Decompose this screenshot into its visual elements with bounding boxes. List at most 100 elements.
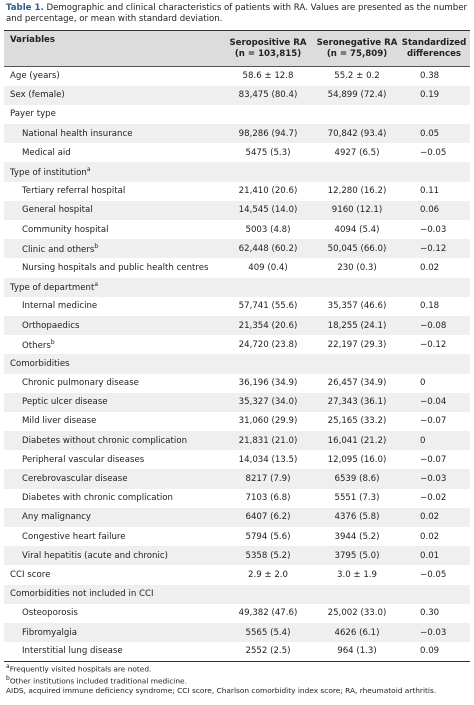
table-row: Osteoporosis 49,382 (47.6) 25,002 (33.0) 0.… xyxy=(4,604,470,623)
value-cell: 2.9 ± 2.0 xyxy=(248,569,288,580)
label-text: Any malignancy xyxy=(22,512,91,523)
table-row: Orthopaedics 21,354 (20.6) 18,255 (24.1) −0… xyxy=(4,315,470,336)
row-label: Nursing hospitals and public health cent… xyxy=(4,258,220,277)
value-cell: 4094 (5.4) xyxy=(334,224,380,235)
row-label: Orthopaedics xyxy=(4,316,220,335)
header-text: Seronegative RA xyxy=(316,38,398,48)
row-label: Osteoporosis xyxy=(4,604,220,623)
std-diff-cell: 0.02 xyxy=(420,262,440,273)
table-row: CCI score 2.9 ± 2.0 3.0 ± 1.9 −0.05 xyxy=(4,565,470,584)
section-label: Payer type xyxy=(4,105,470,124)
std-diff-cell: 0 xyxy=(420,378,426,389)
value-cell: 409 (0.4) xyxy=(248,262,288,273)
value-cell: 57,741 (55.6) xyxy=(238,301,298,312)
value-cell: 83,475 (80.4) xyxy=(238,90,298,101)
value-cell: 12,095 (16.0) xyxy=(327,454,387,465)
value-cell: 36,196 (34.9) xyxy=(238,378,298,389)
header-text: (n = 103,815) xyxy=(234,48,302,59)
footnote: aFrequently visited hospitals are noted. xyxy=(6,662,468,674)
row-label: Tertiary referral hospital xyxy=(4,182,220,201)
table-row: Community hospital 5003 (4.8) 4094 (5.4) −0… xyxy=(4,220,470,239)
row-label: Viral hepatitis (acute and chronic) xyxy=(4,546,220,565)
std-diff-cell: −0.03 xyxy=(420,627,447,638)
label-text: Age (years) xyxy=(10,71,60,82)
std-diff-cell: 0.38 xyxy=(420,71,440,82)
std-diff-cell: 0.01 xyxy=(420,550,440,561)
value-cell: 25,165 (33.2) xyxy=(327,416,387,427)
row-label: Medical aid xyxy=(4,143,220,162)
label-text: Nursing hospitals and public health cent… xyxy=(22,262,209,273)
label-text: Clinic and others xyxy=(22,244,95,255)
label-text: Diabetes with chronic complication xyxy=(22,493,173,504)
row-label: Internal medicine xyxy=(4,297,220,316)
row-label: Othersb xyxy=(4,335,220,354)
table-row: Interstitial lung disease 2552 (2.5) 964 (… xyxy=(4,642,470,662)
row-label: Congestive heart failure xyxy=(4,527,220,546)
value-cell: 14,545 (14.0) xyxy=(238,205,298,216)
row-label: General hospital xyxy=(4,201,220,220)
footnote-text: AIDS, acquired immune deficiency syndrom… xyxy=(6,685,437,695)
std-diff-cell: −0.04 xyxy=(420,397,447,408)
table-row: Internal medicine 57,741 (55.6) 35,357 (46… xyxy=(4,297,470,316)
row-label: Cerebrovascular disease xyxy=(4,469,220,488)
value-cell: 24,720 (23.8) xyxy=(238,339,298,350)
section-row: Type of institutiona xyxy=(4,162,470,182)
std-diff-cell: −0.07 xyxy=(420,416,447,427)
table-caption: Table 1. Demographic and clinical charac… xyxy=(6,3,468,25)
row-label: Diabetes without chronic complication xyxy=(4,431,220,450)
row-label: Chronic pulmonary disease xyxy=(4,374,220,393)
table-row: Tertiary referral hospital 21,410 (20.6) 1… xyxy=(4,182,470,201)
table-row: Peripheral vascular diseases 14,034 (13.5… xyxy=(4,450,470,469)
value-cell: 230 (0.3) xyxy=(337,262,377,273)
label-text: Peptic ulcer disease xyxy=(22,397,108,408)
value-cell: 964 (1.3) xyxy=(337,646,377,657)
value-cell: 70,842 (93.4) xyxy=(327,128,387,139)
std-diff-cell: 0.09 xyxy=(420,646,440,657)
row-label: Peptic ulcer disease xyxy=(4,393,220,412)
label-text: Orthopaedics xyxy=(22,320,80,331)
value-cell: 2552 (2.5) xyxy=(245,646,291,657)
table-row: Mild liver disease 31,060 (29.9) 25,165 (3… xyxy=(4,412,470,431)
label-text: Mild liver disease xyxy=(22,416,97,427)
footnote-text: Other institutions included traditional … xyxy=(9,676,187,686)
value-cell: 22,197 (29.3) xyxy=(327,339,387,350)
value-cell: 16,041 (21.2) xyxy=(327,435,387,446)
value-cell: 35,357 (46.6) xyxy=(327,301,387,312)
value-cell: 14,034 (13.5) xyxy=(238,454,298,465)
label-text: Internal medicine xyxy=(22,301,98,312)
std-diff-cell: −0.12 xyxy=(420,243,447,254)
value-cell: 25,002 (33.0) xyxy=(327,608,387,619)
std-diff-cell: 0.02 xyxy=(420,531,440,542)
label-text: National health insurance xyxy=(22,128,133,139)
row-label: Fibromyalgia xyxy=(4,623,220,642)
std-diff-cell: 0.30 xyxy=(420,608,440,619)
section-text: Type of institution xyxy=(10,167,87,178)
table-row: Diabetes without chronic complication 21,… xyxy=(4,431,470,451)
header-text: (n = 75,809) xyxy=(326,48,388,59)
table-row: Congestive heart failure 5794 (5.6) 3944 (… xyxy=(4,527,470,546)
value-cell: 98,286 (94.7) xyxy=(238,128,298,139)
table-row: Cerebrovascular disease 8217 (7.9) 6539 (8… xyxy=(4,469,470,489)
value-cell: 21,354 (20.6) xyxy=(238,320,298,331)
table-body: Age (years) 58.6 ± 12.8 55.2 ± 0.2 0.38 Sex … xyxy=(4,67,470,662)
std-diff-cell: −0.02 xyxy=(420,493,447,504)
std-diff-cell: −0.12 xyxy=(420,339,447,350)
std-diff-cell: −0.07 xyxy=(420,454,447,465)
table-row: Sex (female) 83,475 (80.4) 54,899 (72.4) 0.… xyxy=(4,85,470,105)
value-cell: 7103 (6.8) xyxy=(245,493,291,504)
label-text: General hospital xyxy=(22,205,93,216)
value-cell: 3.0 ± 1.9 xyxy=(337,569,377,580)
value-cell: 21,410 (20.6) xyxy=(238,186,298,197)
row-label: Clinic and othersb xyxy=(4,239,220,258)
value-cell: 6539 (8.6) xyxy=(334,474,380,485)
label-text: Congestive heart failure xyxy=(22,531,126,542)
section-row: Comorbidities not included in CCI xyxy=(4,584,470,604)
data-table: Variables Seropositive RA (n = 103,815) Ser… xyxy=(4,30,470,662)
label-text: CCI score xyxy=(10,569,51,580)
footnote: AIDS, acquired immune deficiency syndrom… xyxy=(6,686,468,695)
value-cell: 55.2 ± 0.2 xyxy=(334,71,380,82)
value-cell: 9160 (12.1) xyxy=(331,205,383,216)
std-diff-cell: −0.03 xyxy=(420,474,447,485)
value-cell: 5475 (5.3) xyxy=(245,147,291,158)
section-text: Comorbidities not included in CCI xyxy=(10,589,154,600)
